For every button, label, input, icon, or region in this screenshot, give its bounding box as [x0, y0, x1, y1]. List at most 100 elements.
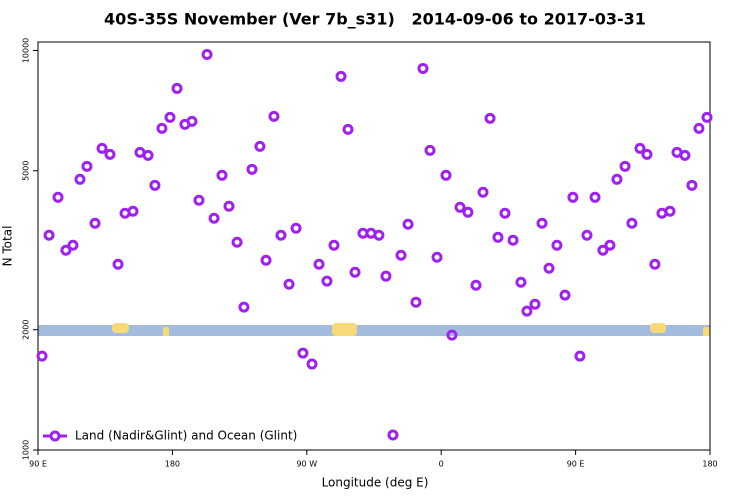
data-point	[477, 186, 489, 198]
data-point	[686, 179, 698, 191]
data-point	[462, 206, 474, 218]
data-point	[559, 289, 571, 301]
ocean-band	[38, 325, 710, 336]
data-point	[499, 207, 511, 219]
data-point	[574, 350, 586, 362]
data-point	[36, 350, 48, 362]
data-point	[313, 258, 325, 270]
land	[163, 327, 169, 336]
data-point	[597, 244, 609, 256]
y-tick-label: 5000	[22, 161, 31, 181]
data-point	[431, 251, 443, 263]
data-point	[551, 239, 563, 251]
data-point	[290, 222, 302, 234]
data-point	[74, 173, 86, 185]
data-point	[201, 48, 213, 60]
land	[650, 323, 666, 333]
data-point	[507, 234, 519, 246]
data-point	[254, 140, 266, 152]
data-point	[238, 301, 250, 313]
x-tick-label: 0	[439, 460, 444, 469]
data-point	[529, 298, 541, 310]
data-point	[297, 347, 309, 359]
data-point	[664, 205, 676, 217]
data-point	[127, 205, 139, 217]
data-point	[246, 163, 258, 175]
y-tick-label: 1000	[22, 440, 31, 460]
data-point	[193, 194, 205, 206]
data-point	[446, 329, 458, 341]
data-point	[701, 111, 713, 123]
data-point	[454, 201, 466, 213]
data-point	[186, 115, 198, 127]
data-point	[626, 217, 638, 229]
data-point	[410, 296, 422, 308]
data-point	[60, 244, 72, 256]
plot-frame	[37, 41, 711, 451]
data-point	[641, 148, 653, 160]
land	[332, 323, 357, 336]
data-point	[260, 254, 272, 266]
data-point	[96, 142, 108, 154]
x-tick-label: 180	[165, 460, 180, 469]
data-point	[223, 200, 235, 212]
data-point	[149, 179, 161, 191]
data-point	[81, 160, 93, 172]
data-point	[634, 142, 646, 154]
data-point	[43, 229, 55, 241]
data-point	[283, 278, 295, 290]
data-point	[402, 218, 414, 230]
data-point	[440, 169, 452, 181]
data-point	[231, 236, 243, 248]
data-point	[335, 70, 347, 82]
data-point	[342, 123, 354, 135]
data-point	[567, 191, 579, 203]
data-point	[611, 173, 623, 185]
data-point	[349, 266, 361, 278]
data-point	[156, 122, 168, 134]
data-point	[142, 149, 154, 161]
data-point	[470, 279, 482, 291]
data-point	[693, 122, 705, 134]
data-point	[321, 275, 333, 287]
data-point	[536, 217, 548, 229]
data-point	[268, 110, 280, 122]
y-tick-label: 2000	[22, 320, 31, 340]
chart-title: 40S-35S November (Ver 7b_s31) 2014-09-06…	[104, 10, 646, 29]
data-point	[216, 169, 228, 181]
data-point	[67, 239, 79, 251]
data-point	[373, 229, 385, 241]
data-point	[589, 191, 601, 203]
data-point	[104, 148, 116, 160]
data-point	[484, 112, 496, 124]
data-point	[395, 249, 407, 261]
data-point	[424, 144, 436, 156]
data-point	[387, 429, 399, 441]
data-point	[417, 62, 429, 74]
data-point	[521, 305, 533, 317]
y-axis-label: N Total	[1, 226, 15, 267]
data-point	[679, 149, 691, 161]
x-axis-label: Longitude (deg E)	[322, 476, 429, 490]
legend-label: Land (Nadir&Glint) and Ocean (Glint)	[75, 429, 297, 443]
data-point	[89, 217, 101, 229]
data-point	[492, 231, 504, 243]
data-point	[581, 229, 593, 241]
data-point	[543, 262, 555, 274]
land	[112, 323, 129, 333]
data-point	[604, 239, 616, 251]
data-point	[619, 160, 631, 172]
data-point	[164, 111, 176, 123]
land	[703, 327, 710, 336]
data-point	[515, 276, 527, 288]
legend-marker	[49, 430, 61, 442]
data-point	[52, 191, 64, 203]
data-point	[649, 258, 661, 270]
data-point	[306, 358, 318, 370]
x-tick-label: 90 E	[29, 460, 47, 469]
x-tick-label: 180	[702, 460, 717, 469]
data-point	[171, 82, 183, 94]
data-point	[328, 239, 340, 251]
y-tick-label: 10000	[22, 38, 31, 63]
